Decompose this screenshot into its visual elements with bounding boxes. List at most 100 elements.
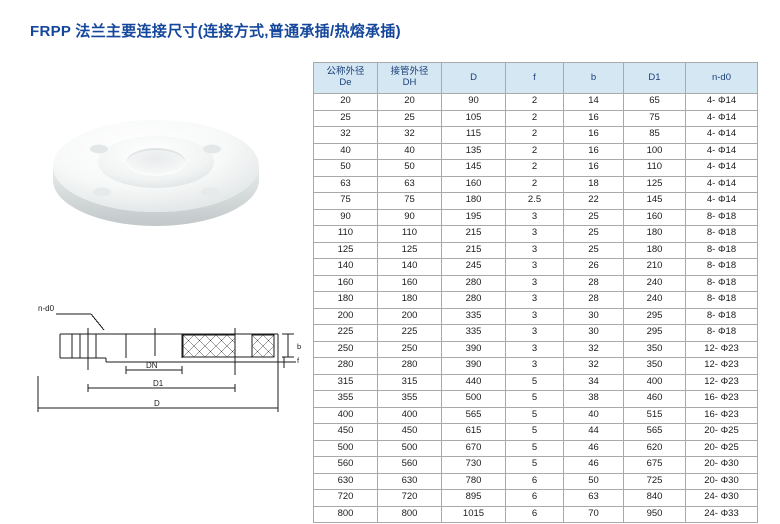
table-cell: 725 bbox=[623, 472, 686, 490]
table-row: 355 355 500 5 38 460 16- Φ23 bbox=[313, 390, 758, 408]
table-cell: 50 bbox=[313, 159, 378, 177]
table-cell: 16- Φ23 bbox=[685, 390, 758, 408]
table-cell: 5 bbox=[505, 423, 564, 441]
label-outer-diameter: D bbox=[154, 399, 160, 408]
table-cell: 32 bbox=[563, 357, 624, 375]
table-cell: 145 bbox=[623, 192, 686, 210]
table-cell: 8- Φ18 bbox=[685, 208, 758, 226]
table-row: 560 560 730 5 46 675 20- Φ30 bbox=[313, 456, 758, 474]
table-cell: 30 bbox=[563, 307, 624, 325]
table-cell: 18 bbox=[563, 175, 624, 193]
flange-bore-highlight bbox=[127, 150, 185, 176]
column-header-dh: 接管外径 DH bbox=[377, 62, 442, 94]
table-cell: 90 bbox=[377, 208, 442, 226]
table-cell: 250 bbox=[313, 340, 378, 358]
table-cell: 350 bbox=[623, 340, 686, 358]
table-cell: 50 bbox=[377, 159, 442, 177]
table-cell: 2 bbox=[505, 93, 564, 111]
table-cell: 180 bbox=[377, 291, 442, 309]
table-cell: 160 bbox=[313, 274, 378, 292]
table-cell: 225 bbox=[313, 324, 378, 342]
table-cell: 720 bbox=[377, 489, 442, 507]
table-cell: 12- Φ23 bbox=[685, 373, 758, 391]
table-cell: 3 bbox=[505, 307, 564, 325]
table-cell: 26 bbox=[563, 258, 624, 276]
table-cell: 46 bbox=[563, 439, 624, 457]
table-cell: 25 bbox=[563, 225, 624, 243]
table-cell: 4- Φ14 bbox=[685, 159, 758, 177]
table-cell: 22 bbox=[563, 192, 624, 210]
table-cell: 210 bbox=[623, 258, 686, 276]
bolt-hole bbox=[93, 187, 111, 197]
table-cell: 140 bbox=[377, 258, 442, 276]
table-row: 500 500 670 5 46 620 20- Φ25 bbox=[313, 439, 758, 457]
table-cell: 355 bbox=[313, 390, 378, 408]
table-cell: 200 bbox=[377, 307, 442, 325]
table-row: 280 280 390 3 32 350 12- Φ23 bbox=[313, 357, 758, 375]
table-cell: 110 bbox=[313, 225, 378, 243]
table-header-row: 公称外径 De 接管外径 DH D f b D1 bbox=[313, 62, 758, 94]
flange-side-wall bbox=[53, 166, 259, 226]
table-cell: 25 bbox=[563, 208, 624, 226]
table-cell: 3 bbox=[505, 274, 564, 292]
flange-dimension-diagram: n-d0 DN D1 D b f bbox=[37, 304, 301, 412]
table-cell: 50 bbox=[563, 472, 624, 490]
table-cell: 180 bbox=[623, 225, 686, 243]
table-cell: 1015 bbox=[441, 505, 506, 523]
table-cell: 4- Φ14 bbox=[685, 126, 758, 144]
table-cell: 295 bbox=[623, 324, 686, 342]
column-header-d1: D1 bbox=[623, 62, 686, 94]
table-cell: 450 bbox=[313, 423, 378, 441]
table-cell: 2 bbox=[505, 109, 564, 127]
table-cell: 5 bbox=[505, 456, 564, 474]
table-cell: 280 bbox=[441, 291, 506, 309]
table-cell: 16- Φ23 bbox=[685, 406, 758, 424]
table-cell: 8- Φ18 bbox=[685, 225, 758, 243]
table-cell: 2.5 bbox=[505, 192, 564, 210]
table-cell: 16 bbox=[563, 142, 624, 160]
table-cell: 20 bbox=[377, 93, 442, 111]
table-cell: 16 bbox=[563, 159, 624, 177]
table-cell: 5 bbox=[505, 439, 564, 457]
table-cell: 4- Φ14 bbox=[685, 192, 758, 210]
table-cell: 32 bbox=[313, 126, 378, 144]
table-cell: 615 bbox=[441, 423, 506, 441]
table-cell: 350 bbox=[623, 357, 686, 375]
table-cell: 3 bbox=[505, 291, 564, 309]
bolt-hole bbox=[201, 187, 219, 197]
table-cell: 400 bbox=[313, 406, 378, 424]
table-cell: 160 bbox=[441, 175, 506, 193]
table-cell: 3 bbox=[505, 357, 564, 375]
table-cell: 75 bbox=[623, 109, 686, 127]
table-cell: 440 bbox=[441, 373, 506, 391]
table-cell: 8- Φ18 bbox=[685, 291, 758, 309]
table-cell: 30 bbox=[563, 324, 624, 342]
table-cell: 75 bbox=[313, 192, 378, 210]
label-face: f bbox=[297, 356, 300, 365]
table-cell: 6 bbox=[505, 472, 564, 490]
table-cell: 5 bbox=[505, 390, 564, 408]
product-photo bbox=[40, 104, 272, 236]
table-cell: 670 bbox=[441, 439, 506, 457]
table-cell: 3 bbox=[505, 241, 564, 259]
table-cell: 63 bbox=[377, 175, 442, 193]
table-cell: 950 bbox=[623, 505, 686, 523]
table-cell: 390 bbox=[441, 340, 506, 358]
table-cell: 180 bbox=[623, 241, 686, 259]
table-cell: 2 bbox=[505, 159, 564, 177]
table-cell: 32 bbox=[563, 340, 624, 358]
table-row: 63 63 160 2 18 125 4- Φ14 bbox=[313, 175, 758, 193]
table-cell: 195 bbox=[441, 208, 506, 226]
table-cell: 20- Φ30 bbox=[685, 456, 758, 474]
label-nominal-bore: DN bbox=[146, 361, 158, 370]
table-cell: 38 bbox=[563, 390, 624, 408]
flange-section-drawing: n-d0 DN D1 D b f bbox=[16, 300, 308, 422]
table-cell: 200 bbox=[313, 307, 378, 325]
table-cell: 65 bbox=[623, 93, 686, 111]
table-cell: 16 bbox=[563, 126, 624, 144]
table-cell: 450 bbox=[377, 423, 442, 441]
table-cell: 630 bbox=[313, 472, 378, 490]
table-cell: 160 bbox=[623, 208, 686, 226]
table-cell: 115 bbox=[441, 126, 506, 144]
table-cell: 8- Φ18 bbox=[685, 274, 758, 292]
